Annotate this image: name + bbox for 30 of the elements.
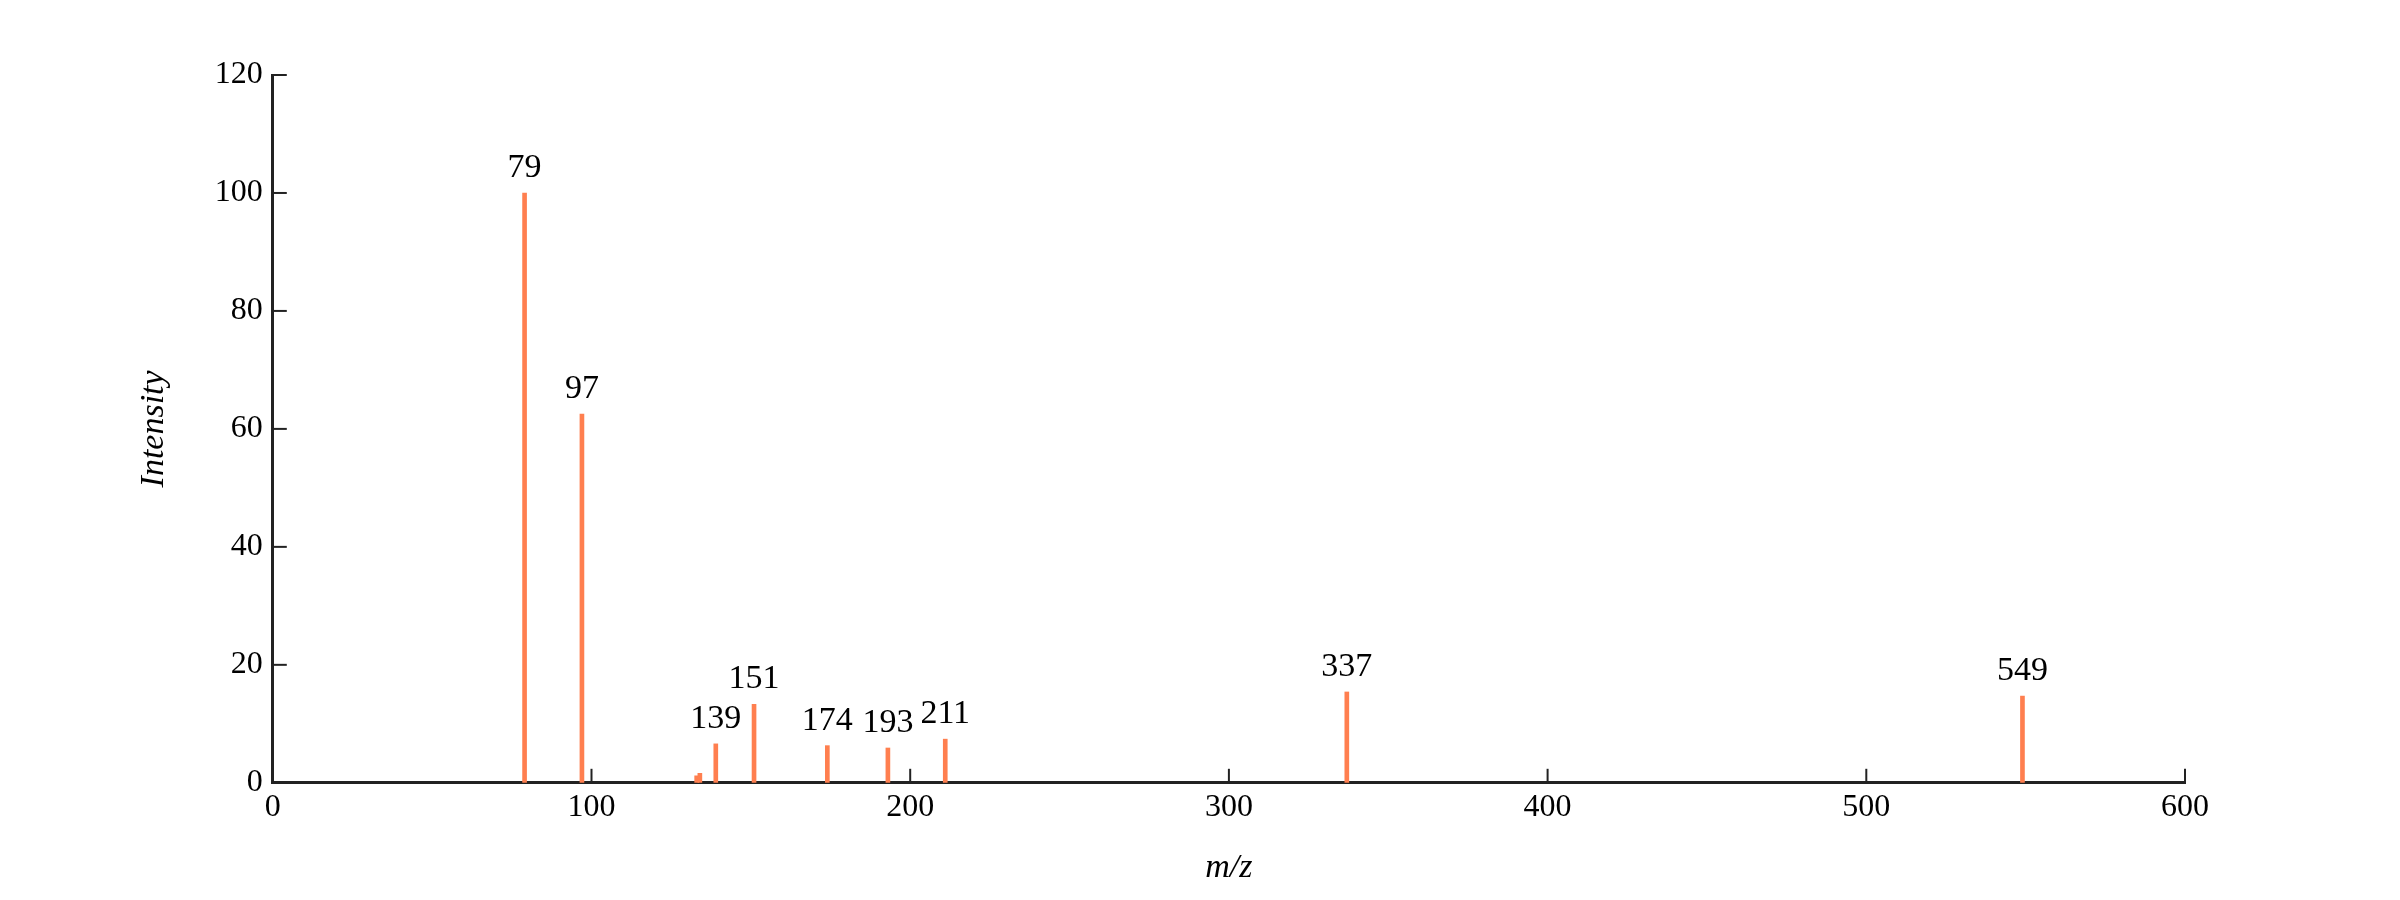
- annotation: 549: [1996, 650, 2048, 688]
- bar: [522, 192, 527, 783]
- bar: [825, 745, 830, 783]
- annotation: 174: [801, 699, 853, 737]
- annotation: 97: [564, 368, 599, 406]
- y-tick-label: 0: [246, 762, 263, 799]
- annotation: 337: [1321, 645, 1373, 683]
- y-tick-label: 60: [230, 408, 263, 445]
- x-tick-label: 400: [1523, 787, 1572, 824]
- x-axis-title: m/z: [1205, 846, 1253, 884]
- y-tick-label: 20: [230, 644, 263, 681]
- bar: [1344, 691, 1350, 783]
- x-tick-label: 200: [886, 787, 935, 824]
- annotation: 193: [862, 701, 914, 739]
- x-tick-label: 600: [2161, 787, 2209, 824]
- x-tick-label: 300: [1204, 787, 1253, 824]
- y-tick-label: 40: [230, 526, 263, 563]
- y-tick-label: 120: [214, 54, 263, 91]
- y-tick-label: 100: [214, 172, 263, 209]
- y-axis-title: Intensity: [133, 369, 171, 489]
- bar: [942, 738, 948, 783]
- x-tick-label: 500: [1842, 787, 1891, 824]
- annotation: 151: [728, 658, 780, 696]
- bar: [2020, 695, 2025, 783]
- annotation: 79: [507, 146, 542, 184]
- x-tick-label: 100: [567, 787, 616, 824]
- bar: [713, 743, 719, 783]
- y-tick-label: 80: [230, 290, 263, 327]
- annotation: 211: [920, 693, 971, 731]
- annotation: 139: [690, 697, 742, 735]
